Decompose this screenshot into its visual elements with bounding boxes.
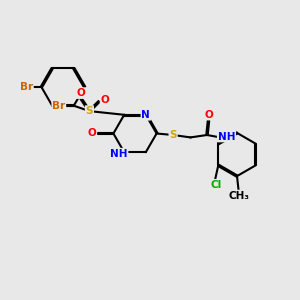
Text: N: N (141, 110, 150, 120)
Text: S: S (86, 106, 93, 116)
Text: O: O (204, 110, 213, 120)
Text: CH₃: CH₃ (229, 190, 250, 201)
Text: Cl: Cl (210, 180, 221, 190)
Text: NH: NH (110, 149, 128, 159)
Text: S: S (169, 130, 177, 140)
Text: NH: NH (218, 131, 235, 142)
Text: O: O (100, 95, 109, 105)
Text: O: O (87, 128, 96, 139)
Text: O: O (76, 88, 85, 98)
Text: Br: Br (52, 101, 65, 111)
Text: Br: Br (20, 82, 33, 92)
